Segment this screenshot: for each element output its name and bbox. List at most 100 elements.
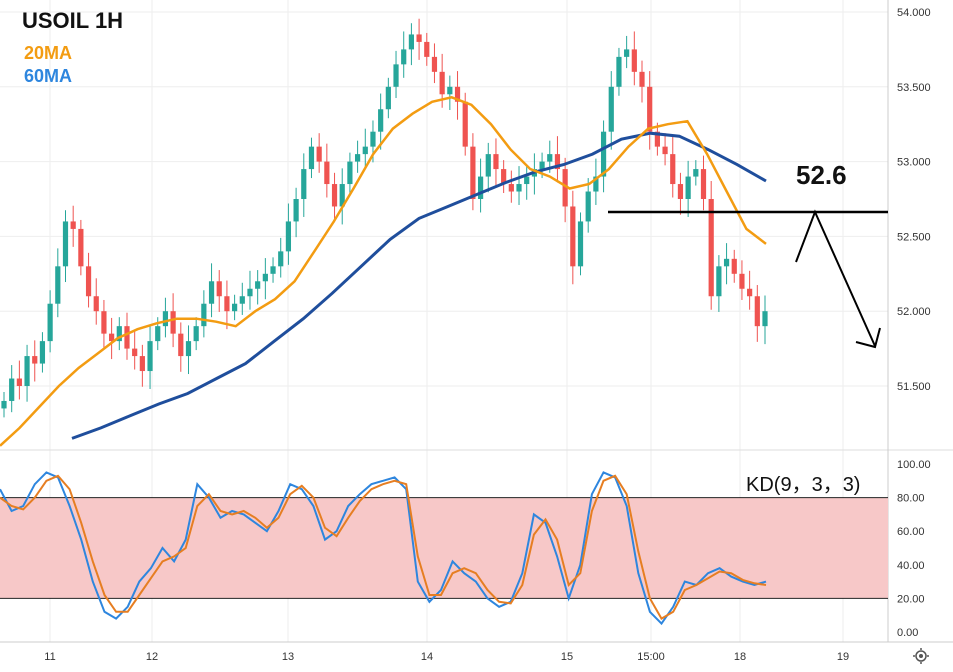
level-label: 52.6 [796,160,847,190]
candle-body [631,49,637,72]
candle-body [193,326,199,342]
candle-body [547,154,553,162]
candle-body [524,176,530,185]
arrow-head-icon [855,327,881,349]
candle-body [716,266,722,297]
candle-body [232,303,238,312]
time-tick-label: 15 [561,651,573,663]
candle-body [62,221,69,267]
candle-body [470,146,476,199]
candle-body [255,281,261,289]
ma20-legend: 20MA [24,43,73,63]
candle-body [147,341,153,372]
candle-body [647,86,653,132]
candle-body [278,251,284,267]
candle-body [416,34,422,42]
candle-body [85,266,92,297]
candle-body [70,221,76,229]
kd-axis[interactable]: 100.00 80.00 60.00 40.00 20.00 0.00 [897,459,931,639]
candle-body [55,266,61,304]
candle-body [454,86,461,102]
candle-body [570,206,576,267]
kd-tick-label: 40.00 [897,560,925,572]
time-tick-label: 12 [146,651,158,663]
time-axis[interactable]: 11 12 13 14 15 15:00 18 19 [44,651,849,663]
candle-body [162,311,169,327]
candle-body [32,356,38,364]
candle-body [616,56,622,87]
candle-body [662,146,668,155]
candle-body [101,311,107,334]
candle-body [577,221,584,267]
candles [1,18,768,418]
price-tick-label: 52.500 [897,231,931,243]
kd-tick-label: 20.00 [897,593,925,605]
candle-body [723,258,730,267]
candle-body [385,86,391,110]
candle-body [324,161,330,185]
candle-body [109,333,115,342]
kd-tick-label: 100.00 [897,459,931,471]
candle-body [508,184,514,192]
candle-body [170,311,176,334]
candle-body [93,296,99,312]
candle-body [370,131,376,147]
time-tick-label: 13 [282,651,294,663]
d-line [0,474,767,620]
candle-body [677,184,684,199]
candle-body [362,146,368,155]
candle-body [185,341,192,357]
settings-gear-icon[interactable] [913,648,929,664]
candle-body [239,296,245,304]
kd-tick-label: 0.00 [897,627,918,639]
candle-body [47,303,53,342]
candle-body [262,273,268,282]
candle-body [224,296,230,312]
candle-body [316,146,322,162]
candle-body [762,311,768,327]
candle-body [247,288,253,297]
candle-body [670,154,676,185]
candle-body [408,34,415,50]
candle-body [39,341,46,364]
candle-body [201,303,207,327]
candle-body [539,161,545,170]
k-line [0,471,767,626]
candle-body [24,356,30,386]
candle-body [700,169,707,199]
candle-body [562,169,568,207]
price-tick-label: 51.500 [897,381,931,393]
candle-body [585,191,591,222]
ma20-line [0,95,767,447]
candle-body [593,176,599,192]
projection-arrow [795,209,876,347]
price-axis[interactable]: 54.000 53.500 53.000 52.500 52.000 51.500 [897,7,931,393]
candle-body [208,281,215,304]
candle-body [608,86,614,132]
candle-body [393,64,399,87]
candle-body [493,154,499,170]
candle-body [178,333,184,357]
price-tick-label: 54.000 [897,7,931,19]
candle-body [124,326,130,349]
ma60-line [71,131,767,440]
candle-body [447,86,453,95]
candle-body [477,176,484,199]
candle-body [639,71,645,87]
candle-body [301,169,307,199]
candle-body [9,378,15,401]
candle-body [739,273,745,289]
price-tick-label: 52.000 [897,306,931,318]
candle-body [155,326,161,342]
time-tick-label: 15:00 [637,651,665,663]
candle-body [354,154,361,162]
candle-body [708,199,714,297]
kd-tick-label: 80.00 [897,493,925,505]
ma60-legend: 60MA [24,66,73,86]
kd-tick-label: 60.00 [897,526,925,538]
candle-body [331,184,338,207]
candle-body [516,184,522,192]
candle-body [270,266,276,274]
annotations [608,209,888,349]
